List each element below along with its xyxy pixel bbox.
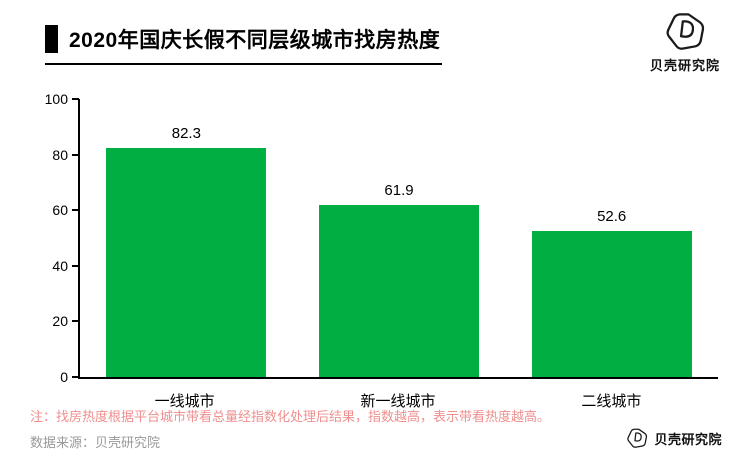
x-axis-label: 二线城市 [581,393,642,410]
bar [319,204,479,377]
bar-value-label: 61.9 [384,181,414,199]
bar [531,230,692,377]
bar-value-label: 82.3 [171,125,201,143]
y-tick-mark [72,153,79,156]
beike-logo-icon [666,13,705,50]
chart-title-block: 2020年国庆长假不同层级城市找房热度 [45,24,443,65]
data-source: 数据来源：贝壳研究院 [30,435,161,450]
bar-chart: 0 20 40 60 80 100 82.3 61.9 52.6 一线城市 新一线城市 二线城市 [45,92,718,411]
y-tick-label: 60 [52,202,68,219]
y-tick-label: 20 [52,313,68,330]
bar [106,148,267,377]
bar-value-label: 52.6 [597,207,627,225]
beike-logo-icon [627,428,648,448]
beike-logo-bottom: 贝壳研究院 [626,427,722,449]
beike-logo-text: 贝壳研究院 [649,58,720,73]
bar-group: 82.3 [80,99,293,377]
chart-title: 2020年国庆长假不同层级城市找房热度 [69,29,441,52]
y-tick-mark [72,98,79,100]
plot-area: 0 20 40 60 80 100 82.3 61.9 52.6 [45,92,718,384]
y-tick-label: 40 [52,257,68,274]
x-axis-label: 一线城市 [154,393,215,410]
y-tick-mark [72,209,79,212]
title-marker [45,25,58,53]
footnote: 注：找房热度根据平台城市带看总量经指数化处理后结果，指数越高，表示带看热度越高。 [30,409,551,424]
y-tick-label: 100 [44,91,68,107]
x-axis-labels: 一线城市 新一线城市 二线城市 [78,390,718,411]
bar-group: 52.6 [505,99,718,377]
bar-group: 61.9 [293,99,506,377]
header: 2020年国庆长假不同层级城市找房热度 [45,24,443,65]
y-tick-mark [72,264,79,267]
y-tick-label: 80 [52,146,68,163]
x-axis-label: 新一线城市 [360,393,436,410]
beike-logo-text: 贝壳研究院 [654,431,722,447]
y-tick-label: 0 [60,369,68,385]
beike-logo-top: 贝壳研究院 [650,10,720,74]
y-tick-mark [72,376,79,378]
y-tick-mark [72,320,79,323]
